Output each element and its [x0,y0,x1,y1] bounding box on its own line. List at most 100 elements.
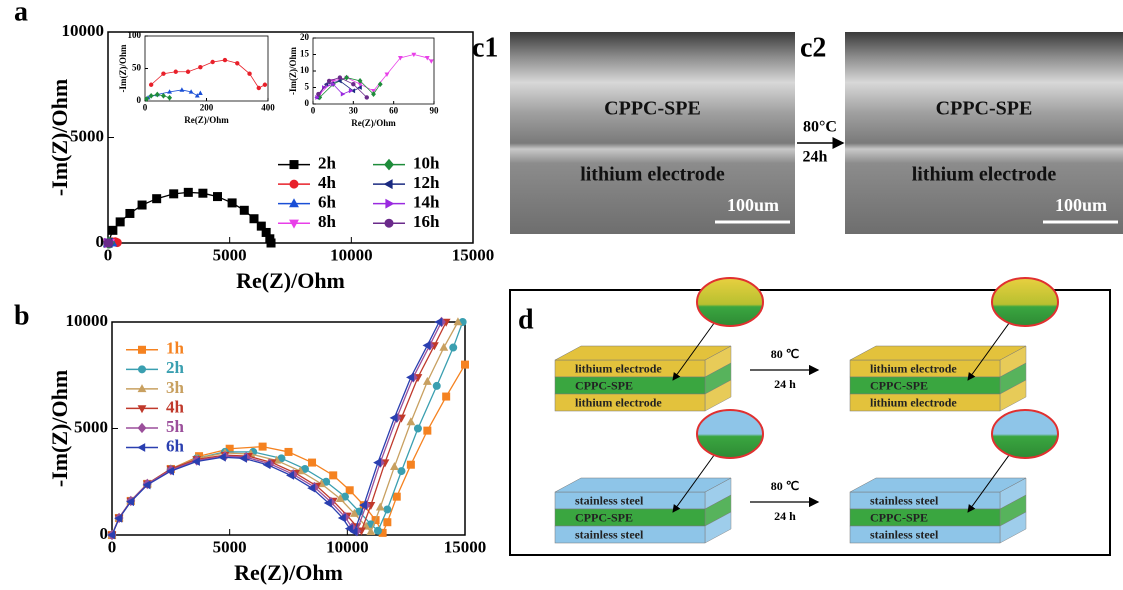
marker [376,503,385,511]
sem-electrode-label: lithium electrode [912,164,1057,186]
x-tick-label: 200 [200,102,214,112]
y-axis-label: -Im(Z)/Ohm [288,47,298,96]
sem-layer-label: CPPC-SPE [604,98,701,120]
x-axis-label: Re(Z)/Ohm [234,560,343,585]
marker [351,82,355,86]
y-tick-label: 0 [96,232,105,251]
legend-marker [290,160,299,169]
legend-label: 4h [166,397,185,416]
plot-frame [112,322,465,535]
series-line [112,322,463,535]
sem-electrode-label: lithium electrode [580,164,725,186]
x-tick-label: 5000 [213,246,247,265]
marker [263,83,267,87]
marker [116,217,125,226]
y-tick-label: 50 [132,63,142,73]
x-tick-label: 10000 [326,538,369,557]
legend-marker [384,159,394,171]
legend-label: 6h [318,193,337,212]
marker [449,344,457,352]
marker [433,382,441,390]
marker [152,194,161,203]
legend-marker [138,365,146,373]
sem-temperature: 80°C [803,119,837,136]
layer-label: stainless steel [575,527,644,541]
marker [316,92,320,96]
panel-label: d [518,304,534,335]
y-axis-label: -Im(Z)/Ohm [47,370,72,487]
marker [210,60,214,64]
marker [383,518,391,526]
legend-marker [138,346,146,354]
x-axis-label: Re(Z)/Ohm [184,115,229,125]
marker [439,343,448,351]
zoom-circle [697,410,763,458]
x-tick-label: 0 [311,105,316,115]
y-tick-label: 15 [300,49,310,59]
x-tick-label: 15000 [444,538,487,557]
legend-marker [289,198,299,207]
marker [327,79,331,83]
marker [198,189,207,198]
legend-label: 1h [166,339,185,358]
process-time: 24 h [774,509,796,523]
marker [393,493,401,501]
marker [228,198,237,207]
x-tick-label: 5000 [213,538,247,557]
marker [341,92,345,97]
legend-label: 6h [166,436,185,455]
y-tick-label: 20 [300,32,310,42]
marker [406,417,415,425]
y-tick-label: 5 [305,82,310,92]
y-axis-label: -Im(Z)/Ohm [47,79,72,196]
panel-label: b [14,300,30,331]
zoom-circle [697,278,763,326]
zoom-circle [992,278,1058,326]
marker [423,427,431,435]
legend-marker [138,384,147,392]
marker [149,83,153,87]
scale-label: 100um [727,195,779,215]
marker [374,527,382,535]
layer-label: stainless steel [870,493,939,507]
layer-label: lithium electrode [575,395,662,409]
marker [104,238,113,247]
layer-top [850,478,1026,492]
marker [161,72,165,76]
legend-label: 5h [166,417,185,436]
process-time: 24 h [774,377,796,391]
x-tick-label: 400 [261,102,275,112]
series-line [112,322,458,535]
legend-label: 10h [413,153,440,172]
y-tick-label: 5000 [74,417,108,436]
legend-marker [138,423,147,433]
marker [138,201,147,210]
marker [167,95,172,101]
x-tick-label: 30 [349,105,359,115]
marker [198,65,202,69]
legend-marker [137,443,145,452]
legend-label: 4h [318,173,337,192]
y-tick-label: 0 [305,98,310,108]
layer-label: CPPC-SPE [575,378,633,392]
x-tick-label: 60 [389,105,399,115]
legend-marker [290,180,299,189]
marker [308,459,316,467]
marker [423,341,431,350]
x-tick-label: 0 [108,538,117,557]
marker [186,70,190,74]
x-axis-label: Re(Z)/Ohm [351,118,396,128]
y-axis-label: -Im(Z)/Ohm [118,44,128,93]
marker [407,461,415,469]
legend-label: 8h [318,212,337,231]
marker [247,72,251,76]
scale-label: 100um [1055,195,1107,215]
marker [155,92,160,98]
marker [169,189,178,198]
legend-label: 16h [413,212,440,231]
marker [223,58,227,62]
process-temperature: 80 ℃ [771,479,799,493]
marker [240,206,249,215]
layer-label: CPPC-SPE [575,510,633,524]
zoom-circle [992,410,1058,458]
